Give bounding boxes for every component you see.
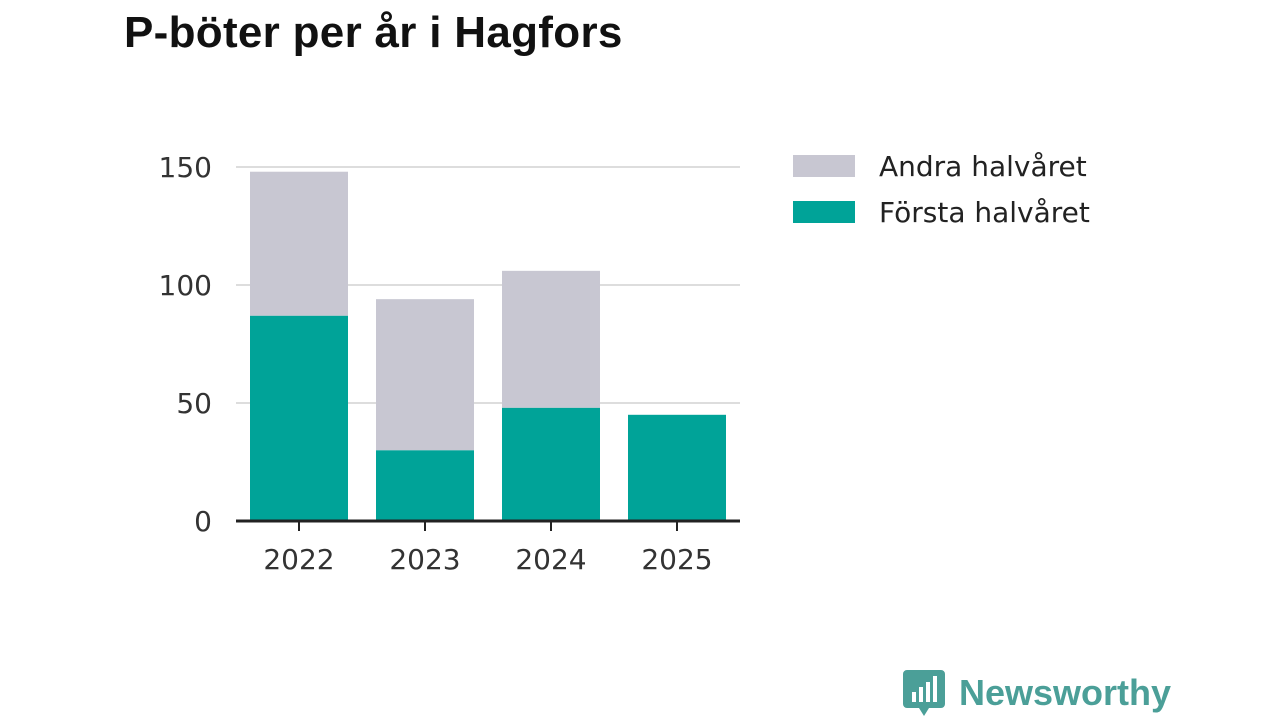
bar-forsta-halvaret-2025	[628, 414, 726, 521]
y-tick-label: 100	[159, 269, 212, 302]
newsworthy-brand: Newsworthy	[903, 670, 1171, 716]
bar-forsta-halvaret-2024	[502, 407, 600, 521]
legend-swatch	[793, 155, 855, 177]
bar-andra-halvaret-2023	[376, 299, 474, 451]
bars	[250, 171, 726, 521]
x-tick-label: 2022	[263, 543, 334, 576]
x-tick-label: 2025	[641, 543, 712, 576]
x-tick-label: 2023	[389, 543, 460, 576]
brand-name: Newsworthy	[959, 672, 1172, 713]
legend-label: Första halvåret	[879, 196, 1090, 229]
x-tick-label: 2024	[515, 543, 586, 576]
bar-andra-halvaret-2022	[250, 171, 348, 316]
chart-title: P-böter per år i Hagfors	[124, 8, 623, 57]
legend-label: Andra halvåret	[879, 150, 1087, 183]
y-tick-label: 50	[176, 387, 212, 420]
legend: Andra halvåret Första halvåret	[793, 150, 1090, 229]
bar-forsta-halvaret-2022	[250, 315, 348, 521]
axes: 0 50 100 150 2022 2023 2024 2025	[159, 151, 740, 576]
y-tick-label: 150	[159, 151, 212, 184]
bar-andra-halvaret-2024	[502, 270, 600, 408]
newsworthy-logo-icon	[903, 670, 945, 716]
legend-swatch	[793, 201, 855, 223]
y-tick-label: 0	[194, 505, 212, 538]
bar-forsta-halvaret-2023	[376, 450, 474, 521]
